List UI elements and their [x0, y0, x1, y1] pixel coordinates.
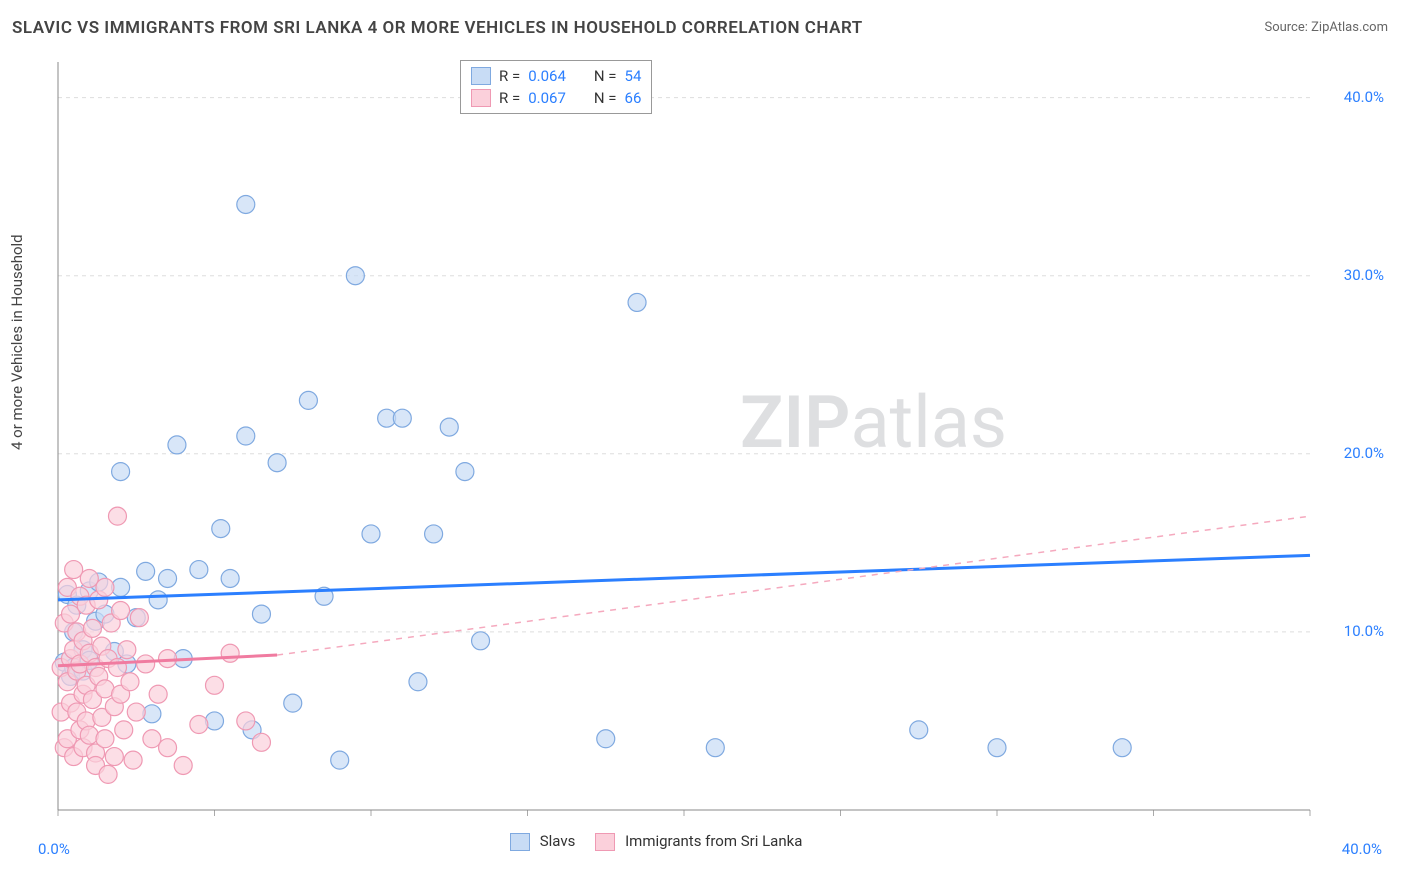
data-point	[96, 578, 114, 596]
y-axis-tick-label: 20.0%	[1344, 444, 1384, 462]
x-axis-min-label: 0.0%	[38, 840, 70, 858]
legend-swatch	[510, 833, 530, 851]
data-point	[362, 525, 380, 543]
data-point	[143, 730, 161, 748]
data-point	[393, 409, 411, 427]
data-point	[83, 619, 101, 637]
trendline-slavs	[58, 555, 1310, 600]
data-point	[65, 561, 83, 579]
chart-title: SLAVIC VS IMMIGRANTS FROM SRI LANKA 4 OR…	[12, 18, 863, 38]
legend-stats-row: R = 0.067 N = 66	[471, 87, 641, 109]
data-point	[108, 507, 126, 525]
legend-swatch	[471, 89, 491, 107]
data-point	[121, 673, 139, 691]
data-point	[112, 463, 130, 481]
data-point	[115, 721, 133, 739]
data-point	[252, 733, 270, 751]
data-point	[149, 591, 167, 609]
data-point	[706, 739, 724, 757]
data-point	[268, 454, 286, 472]
data-point	[168, 436, 186, 454]
data-point	[124, 751, 142, 769]
plot-area	[50, 58, 1370, 818]
data-point	[206, 712, 224, 730]
legend-series-label: Immigrants from Sri Lanka	[625, 832, 802, 850]
data-point	[237, 427, 255, 445]
legend-swatch	[595, 833, 615, 851]
data-point	[346, 267, 364, 285]
data-point	[118, 641, 136, 659]
data-point	[112, 602, 130, 620]
data-point	[440, 418, 458, 436]
legend-n-value: 66	[625, 89, 642, 107]
legend-n-value: 54	[625, 67, 642, 85]
data-point	[174, 756, 192, 774]
data-point	[409, 673, 427, 691]
source-label: Source: ZipAtlas.com	[1264, 20, 1388, 35]
data-point	[212, 520, 230, 538]
data-point	[159, 739, 177, 757]
legend-n-label: N =	[594, 89, 617, 107]
legend-stats-row: R = 0.064 N = 54	[471, 65, 641, 87]
legend-n-label: N =	[594, 67, 617, 85]
data-point	[988, 739, 1006, 757]
data-point	[149, 685, 167, 703]
legend-series-item: Immigrants from Sri Lanka	[595, 832, 802, 851]
chart-container: SLAVIC VS IMMIGRANTS FROM SRI LANKA 4 OR…	[0, 0, 1406, 892]
data-point	[127, 703, 145, 721]
data-point	[425, 525, 443, 543]
data-point	[190, 716, 208, 734]
data-point	[472, 632, 490, 650]
data-point	[206, 676, 224, 694]
data-point	[137, 655, 155, 673]
data-point	[252, 605, 270, 623]
legend-series: Slavs Immigrants from Sri Lanka	[510, 832, 802, 851]
data-point	[159, 569, 177, 587]
data-point	[130, 609, 148, 627]
legend-series-item: Slavs	[510, 832, 575, 851]
data-point	[237, 195, 255, 213]
data-point	[1113, 739, 1131, 757]
legend-r-label: R =	[499, 89, 520, 107]
data-point	[597, 730, 615, 748]
legend-r-value: 0.067	[528, 89, 566, 107]
data-point	[99, 765, 117, 783]
data-point	[221, 644, 239, 662]
data-point	[80, 726, 98, 744]
legend-r-label: R =	[499, 67, 520, 85]
scatter-svg	[50, 58, 1370, 818]
data-point	[80, 569, 98, 587]
x-axis-max-label: 40.0%	[1342, 840, 1382, 858]
data-point	[456, 463, 474, 481]
legend-swatch	[471, 67, 491, 85]
legend-r-value: 0.064	[528, 67, 566, 85]
data-point	[237, 712, 255, 730]
legend-stats: R = 0.064 N = 54 R = 0.067 N = 66	[460, 60, 652, 114]
legend-series-label: Slavs	[540, 832, 576, 850]
data-point	[62, 605, 80, 623]
y-axis-label: 4 or more Vehicles in Household	[8, 234, 26, 450]
data-point	[331, 751, 349, 769]
data-point	[284, 694, 302, 712]
y-axis-tick-label: 40.0%	[1344, 88, 1384, 106]
data-point	[137, 562, 155, 580]
data-point	[910, 721, 928, 739]
data-point	[105, 748, 123, 766]
y-axis-tick-label: 10.0%	[1344, 622, 1384, 640]
data-point	[190, 561, 208, 579]
data-point	[96, 730, 114, 748]
data-point	[628, 293, 646, 311]
data-point	[299, 391, 317, 409]
data-point	[221, 569, 239, 587]
y-axis-tick-label: 30.0%	[1344, 266, 1384, 284]
